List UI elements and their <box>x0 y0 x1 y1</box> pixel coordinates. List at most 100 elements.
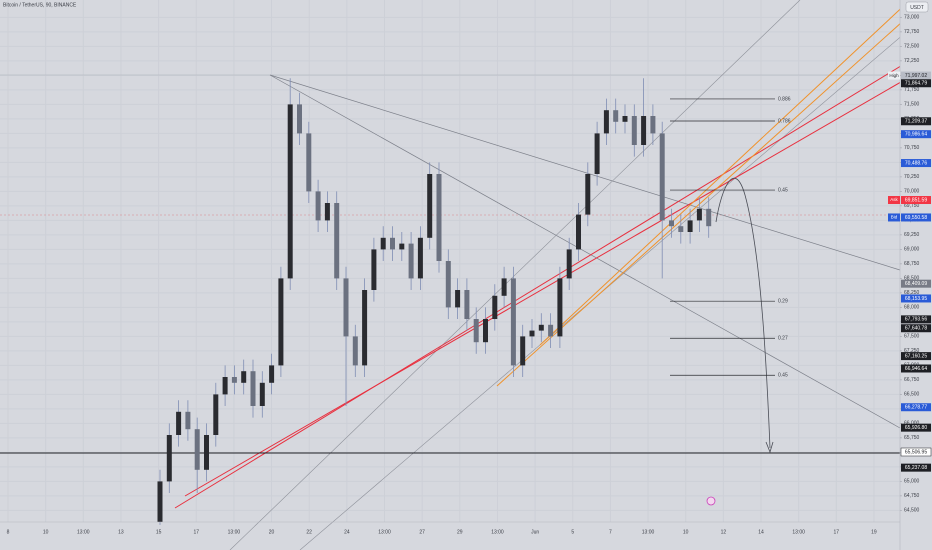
price-badge-label: 65,506.95 <box>905 449 927 455</box>
orange-trend-line <box>496 0 928 387</box>
y-tick-label: 68,500 <box>904 276 920 282</box>
candle-body <box>631 116 637 145</box>
projection-arrow <box>715 177 771 449</box>
candle-body <box>706 208 712 227</box>
fib-label: 0.786 <box>778 118 791 124</box>
candle-body <box>548 324 554 337</box>
price-badge <box>901 279 931 288</box>
candle-body <box>576 214 581 250</box>
candle-body <box>352 336 358 366</box>
red-trend-line <box>174 46 932 509</box>
fib-label: 0.886 <box>778 96 791 102</box>
candle-body <box>259 382 265 406</box>
candle-body <box>371 249 377 290</box>
price-badge-label: 67,160.25 <box>905 353 927 359</box>
price-badge <box>901 213 931 222</box>
y-tick-label: 65,000 <box>904 479 920 485</box>
y-tick-label: 68,000 <box>904 305 920 311</box>
candle-body <box>659 133 665 221</box>
price-badge-label: 65,237.08 <box>905 465 927 471</box>
candle-body <box>566 249 572 279</box>
candle-body <box>445 261 451 308</box>
candle-body <box>427 174 433 238</box>
candle-body <box>408 243 414 279</box>
candle-body <box>696 208 702 221</box>
price-badge <box>901 315 931 324</box>
badge-tag <box>888 71 900 80</box>
x-tick-label: 14 <box>758 529 764 535</box>
fib-label: 0.27 <box>778 336 788 342</box>
badge-tag-label: Bid <box>891 215 898 220</box>
currency-box[interactable] <box>905 1 929 13</box>
x-tick-label: 19 <box>871 529 877 535</box>
candle-body <box>269 365 275 383</box>
orange-trend-line <box>539 0 911 346</box>
price-badge <box>900 447 932 457</box>
candle-body <box>510 278 516 366</box>
price-badge-label: 71,997.02 <box>905 73 927 79</box>
y-tick-label: 67,500 <box>904 334 920 340</box>
event-icon[interactable] <box>706 496 716 506</box>
price-badge <box>901 117 931 126</box>
y-tick-label: 70,750 <box>904 145 920 151</box>
price-badge-label: 66,278.77 <box>905 405 927 411</box>
axes: 64,50064,75065,00065,25065,50065,75066,0… <box>7 15 932 535</box>
candle-body <box>557 278 563 337</box>
candle-body <box>157 481 163 522</box>
y-tick-label: 72,500 <box>904 44 920 50</box>
candle-body <box>622 116 628 122</box>
x-tick-label: 8 <box>7 529 10 535</box>
price-badge <box>901 196 931 205</box>
price-badge-label: 68,409.09 <box>905 281 927 287</box>
channel-line <box>229 0 801 550</box>
candle-body <box>687 220 693 232</box>
fib-label: 0.45 <box>778 187 788 193</box>
y-tick-label: 64,750 <box>904 493 920 499</box>
candle-body <box>594 133 600 174</box>
candle-body <box>324 203 330 221</box>
fib-label: 0.29 <box>778 299 788 305</box>
x-tick-label: 13:00 <box>792 529 805 535</box>
x-tick-label: 13:00 <box>228 529 241 535</box>
x-tick-label: 20 <box>269 529 275 535</box>
candle-body <box>417 237 423 279</box>
candle-body <box>455 290 461 308</box>
trend-line <box>269 74 901 429</box>
price-badge <box>901 403 931 412</box>
trend-line <box>269 74 901 271</box>
arrow-head <box>765 441 774 454</box>
x-tick-label: 13:00 <box>491 529 504 535</box>
y-tick-label: 67,250 <box>904 348 920 354</box>
y-tick-label: 64,500 <box>904 508 920 514</box>
candle-body <box>204 435 209 470</box>
price-badge <box>901 159 931 168</box>
x-tick-label: 5 <box>571 529 574 535</box>
y-tick-label: 69,750 <box>904 203 920 209</box>
y-tick-label: 68,750 <box>904 261 920 267</box>
channel-line <box>299 9 932 550</box>
price-badge <box>901 130 931 139</box>
price-badge-label: 67,793.56 <box>905 317 927 323</box>
y-tick-label: 70,250 <box>904 174 920 180</box>
candle-body <box>436 174 442 261</box>
candle-body <box>483 319 488 343</box>
price-badge-label: 70,488.76 <box>905 160 927 166</box>
candle-body <box>334 203 340 279</box>
candle-body <box>613 110 619 122</box>
candle-body <box>306 133 312 192</box>
candle-body <box>231 377 237 383</box>
candle-body <box>166 435 172 482</box>
x-tick-label: 12 <box>721 529 727 535</box>
price-badge <box>901 364 931 373</box>
candle-body <box>390 237 395 250</box>
price-badge-label: 69,550.58 <box>905 215 927 221</box>
y-tick-label: 70,000 <box>904 189 920 195</box>
x-tick-label: 17 <box>193 529 199 535</box>
price-badge-label: 66,946.64 <box>905 366 927 372</box>
y-tick-label: 72,750 <box>904 29 920 35</box>
candle-body <box>241 371 247 383</box>
price-badge-label: 71,864.79 <box>905 81 927 87</box>
price-badge <box>901 463 931 472</box>
chart-title: Bitcoin / TetherUS, 90, BINANCE <box>3 2 77 8</box>
